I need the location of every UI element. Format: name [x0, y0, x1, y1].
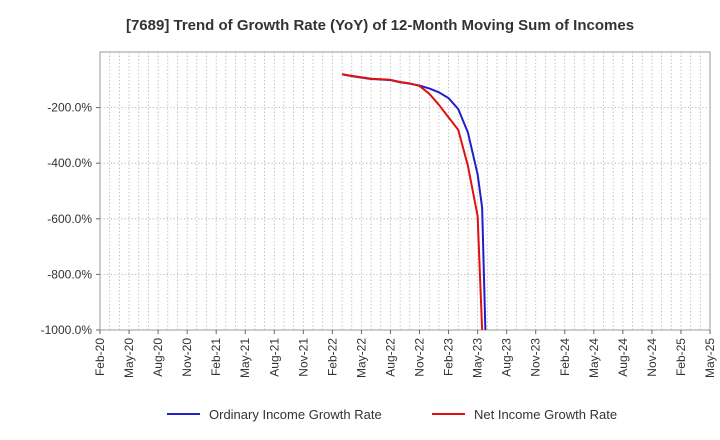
x-tick-label: May-24 — [587, 338, 601, 378]
x-tick-label: Aug-21 — [267, 338, 281, 377]
x-tick-label: Feb-25 — [674, 338, 688, 376]
x-tick-label: Aug-22 — [383, 338, 397, 377]
x-tick-label: May-20 — [122, 338, 136, 378]
x-tick-label: May-23 — [471, 338, 485, 378]
x-tick-label: Nov-23 — [529, 338, 543, 377]
x-tick-label: Feb-24 — [558, 338, 572, 376]
plot-area: -200.0%-400.0%-600.0%-800.0%-1000.0%Feb-… — [41, 51, 717, 378]
plot-frame — [99, 51, 711, 331]
y-tick-label: -1000.0% — [41, 323, 93, 337]
x-tick-label: May-25 — [703, 338, 717, 378]
x-tick-label: Feb-21 — [209, 338, 223, 376]
net-income-growth-line — [341, 73, 484, 330]
y-tick-label: -600.0% — [47, 212, 92, 226]
x-tick-label: Nov-24 — [645, 338, 659, 377]
x-tick-label: Aug-20 — [151, 338, 165, 377]
x-tick-label: Aug-24 — [616, 338, 630, 377]
y-tick-label: -400.0% — [47, 156, 92, 170]
legend: Ordinary Income Growth Rate Net Income G… — [167, 407, 617, 422]
x-tick-label: Feb-22 — [325, 338, 339, 376]
x-tick-label: Nov-22 — [413, 338, 427, 377]
x-tick-label: Nov-21 — [296, 338, 310, 377]
legend-label-net: Net Income Growth Rate — [474, 407, 617, 422]
legend-label-ordinary: Ordinary Income Growth Rate — [209, 407, 382, 422]
x-tick-label: May-21 — [238, 338, 252, 378]
x-tick-label: Nov-20 — [180, 338, 194, 377]
y-tick-label: -800.0% — [47, 267, 92, 281]
chart-title: [7689] Trend of Growth Rate (YoY) of 12-… — [126, 17, 634, 34]
x-tick-label: May-22 — [354, 338, 368, 378]
x-tick-label: Aug-23 — [500, 338, 514, 377]
x-tick-label: Feb-20 — [93, 338, 107, 376]
x-tick-label: Feb-23 — [442, 338, 456, 376]
y-tick-label: -200.0% — [47, 101, 92, 115]
